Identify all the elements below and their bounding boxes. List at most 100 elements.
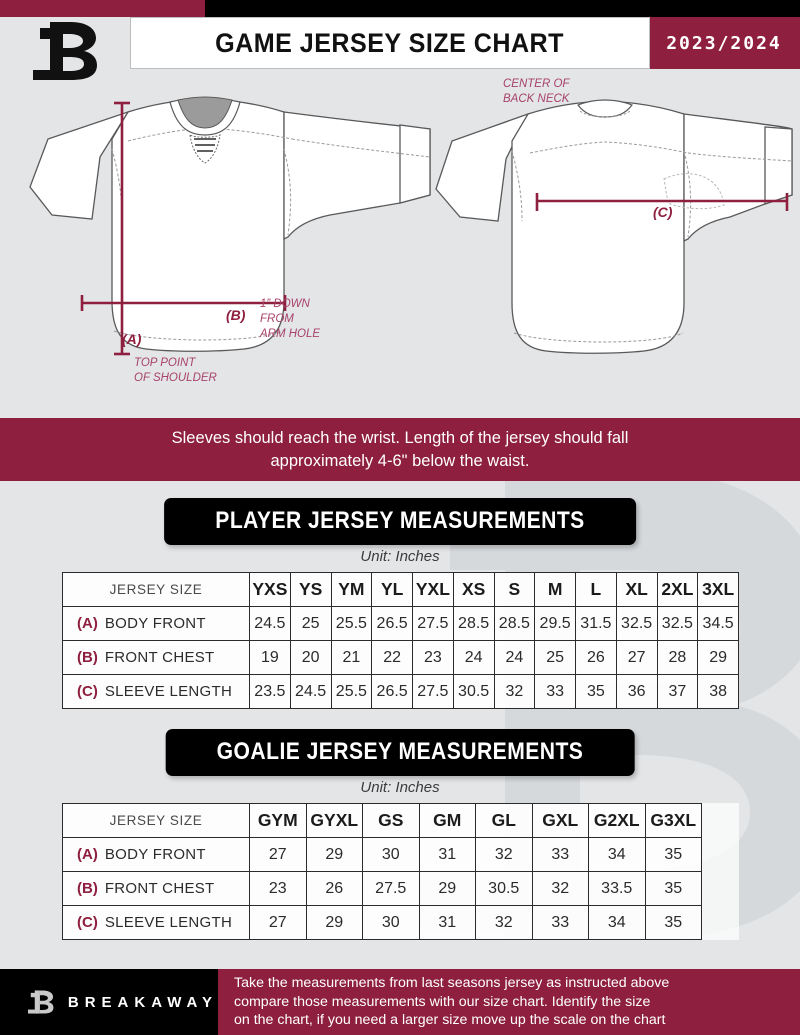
measurement-cell: 20 xyxy=(289,640,332,675)
measurement-cell: 24 xyxy=(493,640,536,675)
measurement-cell: 27 xyxy=(615,640,658,675)
note-arm-hole-line3: ARM HOLE xyxy=(259,328,320,340)
measurement-cell: 19 xyxy=(249,640,291,675)
measurement-cell: 27 xyxy=(249,905,307,940)
row-marker: (A) xyxy=(77,614,98,632)
note-top-point-of-shoulder-line1: TOP POINT xyxy=(134,357,196,369)
table-header-row: JERSEY SIZE YXS YS YM YL YXL XS S M L XL 2XL 3XL xyxy=(62,572,739,607)
measurement-cell: 25 xyxy=(534,640,576,675)
jersey-diagram: (A) TOP POINT OF SHOULDER (B) 1” DOWN FR… xyxy=(29,78,793,384)
column-header-gs: GS xyxy=(362,803,420,838)
table-row: (A) BODY FRONT 24.5 25 25.5 26.5 27.5 28.5 28.5 2… xyxy=(62,606,739,641)
fit-note-line1: Sleeves should reach the wrist. Length o… xyxy=(171,429,629,448)
measurement-cell: 23 xyxy=(249,871,307,906)
row-label-text: FRONT CHEST xyxy=(104,648,215,666)
footer-wordmark: BREAKAWAY xyxy=(67,993,218,1011)
measurement-cell: 26.5 xyxy=(371,674,413,709)
measurement-cell: 35 xyxy=(644,837,702,872)
column-header-jersey-size: JERSEY SIZE xyxy=(62,572,250,607)
fit-note-banner: Sleeves should reach the wrist. Length o… xyxy=(0,418,800,481)
measurement-cell: 23 xyxy=(412,640,454,675)
footer-instructions: Take the measurements from last seasons … xyxy=(218,969,800,1035)
column-header-yl: YL xyxy=(371,572,413,607)
empty-cell xyxy=(702,804,739,838)
measurement-cell: 30.5 xyxy=(452,674,495,709)
column-header-g3xl: G3XL xyxy=(644,803,702,838)
measurement-cell: 24 xyxy=(452,640,495,675)
measurement-cell: 33 xyxy=(531,837,589,872)
measurement-cell: 21 xyxy=(330,640,373,675)
measure-lines-front xyxy=(80,101,287,356)
row-marker: (B) xyxy=(77,879,98,897)
footer-note-line1: Take the measurements from last seasons … xyxy=(234,974,670,991)
table-row: (B) FRONT CHEST 23 26 27.5 29 30.5 32 33.5 35 xyxy=(62,871,739,906)
measurement-cell: 31.5 xyxy=(575,606,617,641)
page-title: GAME JERSEY SIZE CHART xyxy=(215,27,565,58)
measurement-cell: 31 xyxy=(418,905,476,940)
top-strip-maroon xyxy=(0,0,205,17)
measurement-cell: 34.5 xyxy=(697,606,739,641)
column-header-xl: XL xyxy=(615,572,658,607)
goalie-measurements-table: JERSEY SIZE GYM GYXL GS GM GL GXL G2XL G3XL (A) B… xyxy=(62,803,739,940)
footer-note-line3: on the chart, if you need a larger size … xyxy=(234,1012,666,1029)
table-row: (C) SLEEVE LENGTH 23.5 24.5 25.5 26.5 27.5 30.5… xyxy=(62,674,739,709)
row-marker: (B) xyxy=(77,648,98,666)
row-label: (A) BODY FRONT xyxy=(62,837,250,872)
header-title-bar: GAME JERSEY SIZE CHART xyxy=(130,17,650,69)
measurement-cell: 34 xyxy=(588,905,646,940)
goalie-measurements-table-wrap: JERSEY SIZE GYM GYXL GS GM GL GXL G2XL G3XL (A) B… xyxy=(62,803,739,940)
jersey-back-illustration: (C) CENTER OF BACK NECK xyxy=(435,78,793,354)
goalie-section-title: GOALIE JERSEY MEASUREMENTS xyxy=(165,729,635,776)
measurement-cell: 26 xyxy=(305,871,363,906)
column-header-gl: GL xyxy=(475,803,533,838)
measurement-cell: 32 xyxy=(531,871,589,906)
row-label-text: SLEEVE LENGTH xyxy=(104,913,233,931)
footer-note-line2: compare those measurements with our size… xyxy=(234,993,651,1010)
column-header-gyxl: GYXL xyxy=(305,803,363,838)
measurement-cell: 27.5 xyxy=(412,606,454,641)
measurement-cell: 36 xyxy=(615,674,658,709)
column-header-l: L xyxy=(575,572,617,607)
empty-cell xyxy=(702,872,739,906)
measurement-cell: 32 xyxy=(475,837,533,872)
table-header-row: JERSEY SIZE GYM GYXL GS GM GL GXL G2XL G3XL xyxy=(62,803,739,838)
measurement-cell: 25.5 xyxy=(330,606,373,641)
row-marker: (C) xyxy=(77,682,98,700)
jersey-front-illustration: (A) TOP POINT OF SHOULDER (B) 1” DOWN FR… xyxy=(29,96,431,384)
measurement-cell: 28.5 xyxy=(493,606,536,641)
row-label: (C) SLEEVE LENGTH xyxy=(62,905,250,940)
empty-cell xyxy=(702,906,739,940)
measurement-cell: 30 xyxy=(362,837,420,872)
measurement-cell: 27.5 xyxy=(412,674,454,709)
measurement-cell: 33.5 xyxy=(588,871,646,906)
column-header-gm: GM xyxy=(418,803,476,838)
column-header-yxs: YXS xyxy=(249,572,291,607)
empty-cell xyxy=(702,838,739,872)
column-header-jersey-size: JERSEY SIZE xyxy=(62,803,250,838)
measurement-cell: 33 xyxy=(534,674,576,709)
measurement-cell: 33 xyxy=(531,905,589,940)
brand-b-logo-icon xyxy=(33,22,97,80)
header-year-background xyxy=(648,17,800,69)
page-footer: BREAKAWAY Take the measurements from las… xyxy=(0,969,800,1035)
footer-b-logo-icon xyxy=(27,990,54,1014)
measurement-cell: 25.5 xyxy=(330,674,373,709)
page-header: GAME JERSEY SIZE CHART 2023/2024 xyxy=(0,17,800,69)
note-center-back-neck-line1: CENTER OF xyxy=(503,78,570,90)
measurement-cell: 32 xyxy=(493,674,536,709)
measurement-cell: 35 xyxy=(644,905,702,940)
row-label-text: SLEEVE LENGTH xyxy=(104,682,233,700)
measurement-cell: 27.5 xyxy=(362,871,420,906)
column-header-xs: XS xyxy=(452,572,495,607)
measurement-cell: 23.5 xyxy=(249,674,291,709)
measurement-cell: 22 xyxy=(371,640,413,675)
player-unit-label: Unit: Inches xyxy=(360,548,440,565)
measurement-cell: 35 xyxy=(575,674,617,709)
measurement-cell: 24.5 xyxy=(249,606,291,641)
column-header-gym: GYM xyxy=(249,803,307,838)
measurement-cell: 27 xyxy=(249,837,307,872)
goalie-unit-label: Unit: Inches xyxy=(360,779,440,796)
label-marker-b: (B) xyxy=(226,307,246,323)
footer-brand: BREAKAWAY xyxy=(0,969,218,1035)
row-label-text: FRONT CHEST xyxy=(104,879,215,897)
